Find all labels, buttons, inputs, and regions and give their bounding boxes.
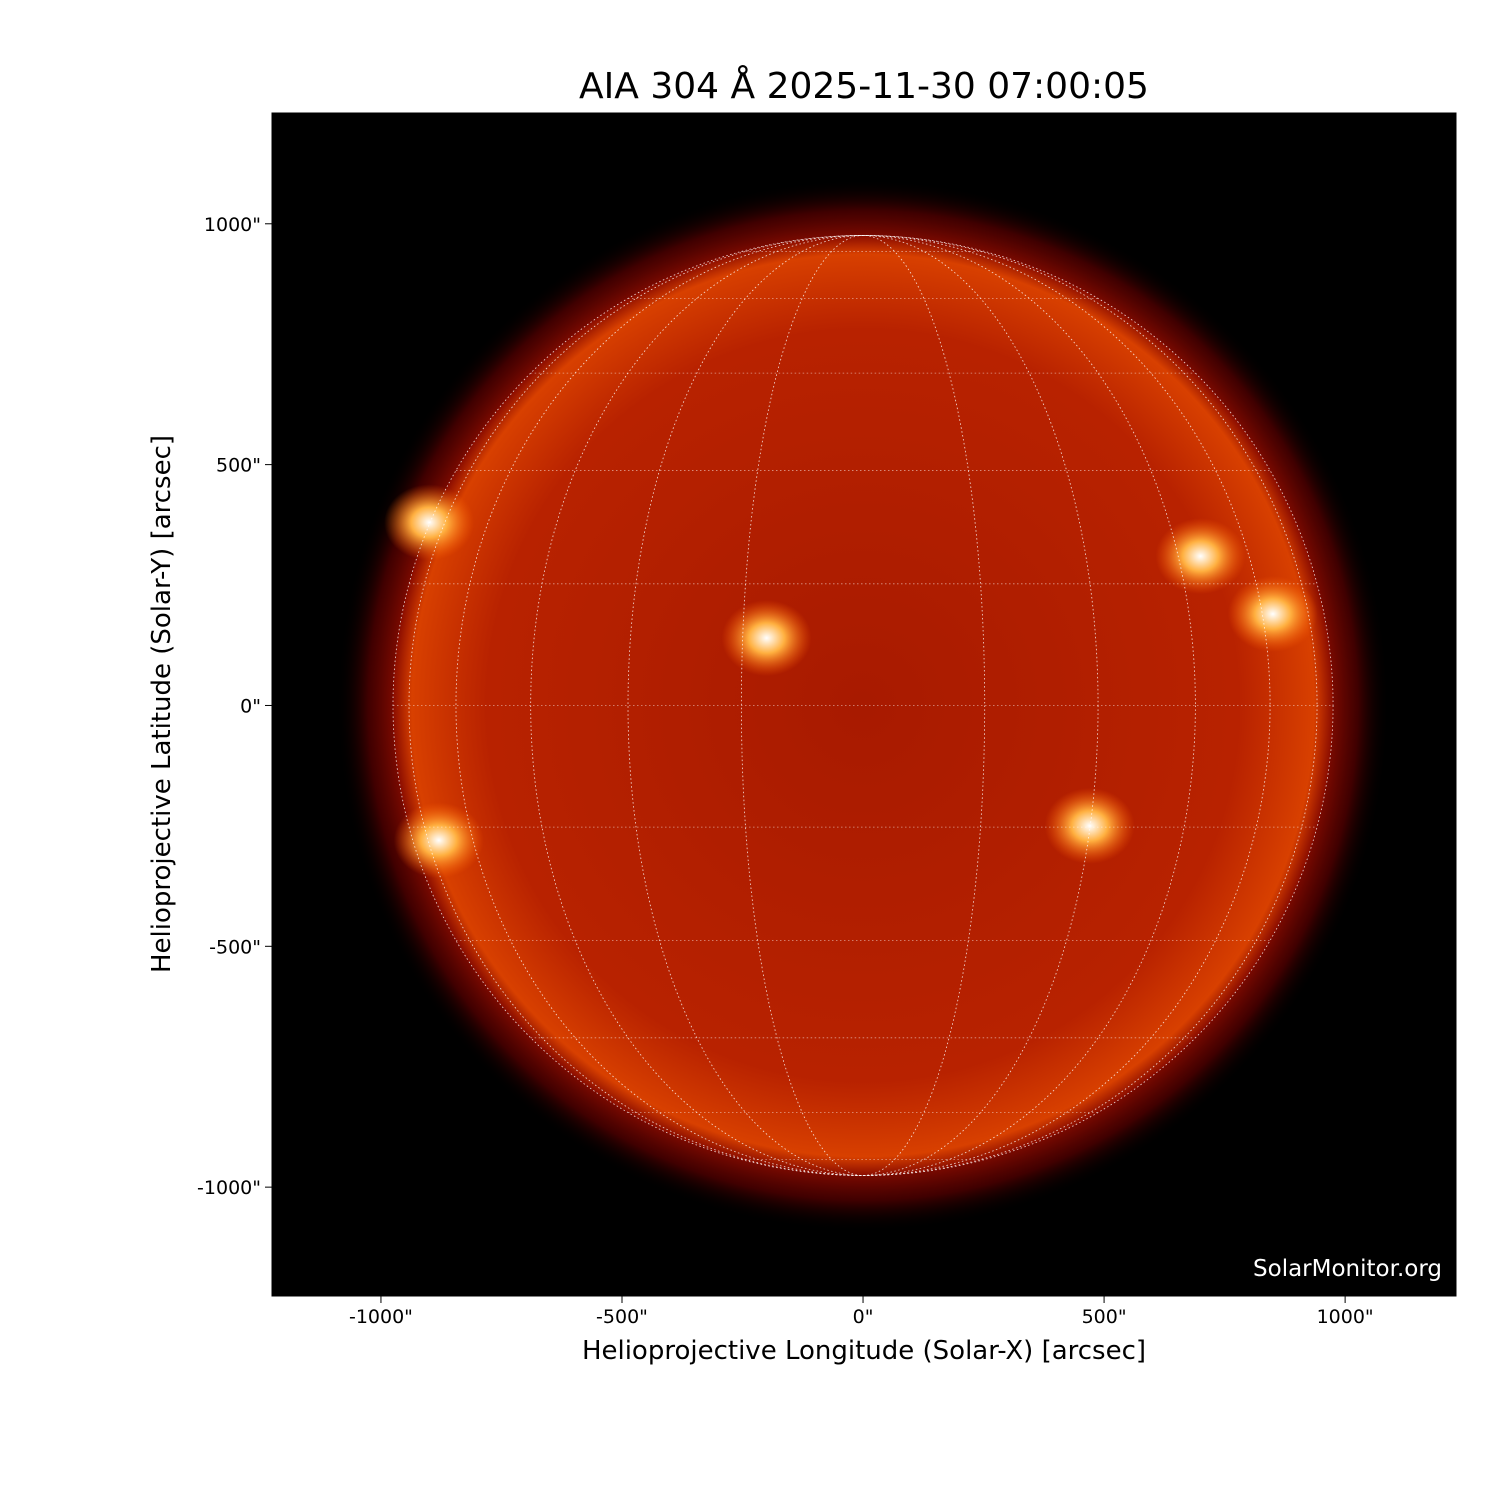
grid-meridian <box>740 235 986 1176</box>
axes-frame <box>271 112 1457 1297</box>
bright-region <box>384 484 475 561</box>
active-regions <box>384 484 1318 879</box>
bright-region <box>721 600 812 677</box>
x-tick-label: 500" <box>1082 1306 1127 1328</box>
bright-region <box>1227 575 1318 652</box>
bright-region <box>1044 787 1135 864</box>
heliographic-grid <box>392 235 1334 1176</box>
y-tick-label: 0" <box>240 695 261 717</box>
axis-ticks: -1000" -500" 0" 500" 1000" -1000" -500" 0" 500" 1… <box>197 214 1374 1328</box>
chart-title: AIA 304 Å 2025-11-30 07:00:05 <box>579 66 1149 107</box>
x-tick-label: -500" <box>596 1306 648 1328</box>
grid-meridian <box>392 235 1334 1176</box>
y-tick-label: -1000" <box>197 1177 261 1199</box>
y-tick-label: 500" <box>216 455 261 477</box>
bright-region <box>393 802 484 879</box>
x-tick-label: 0" <box>853 1306 874 1328</box>
grid-meridian <box>408 235 1318 1176</box>
watermark: SolarMonitor.org <box>1253 1256 1442 1282</box>
y-axis-label: Helioprojective Latitude (Solar-Y) [arcs… <box>147 434 177 974</box>
y-tick-label: -500" <box>209 936 261 958</box>
x-axis-label: Helioprojective Longitude (Solar-X) [arc… <box>581 1336 1147 1366</box>
grid-meridian <box>627 235 1099 1176</box>
bright-region <box>1155 518 1246 595</box>
y-tick-label: 1000" <box>204 214 261 236</box>
x-tick-label: 1000" <box>1317 1306 1374 1328</box>
x-tick-label: -1000" <box>349 1306 413 1328</box>
